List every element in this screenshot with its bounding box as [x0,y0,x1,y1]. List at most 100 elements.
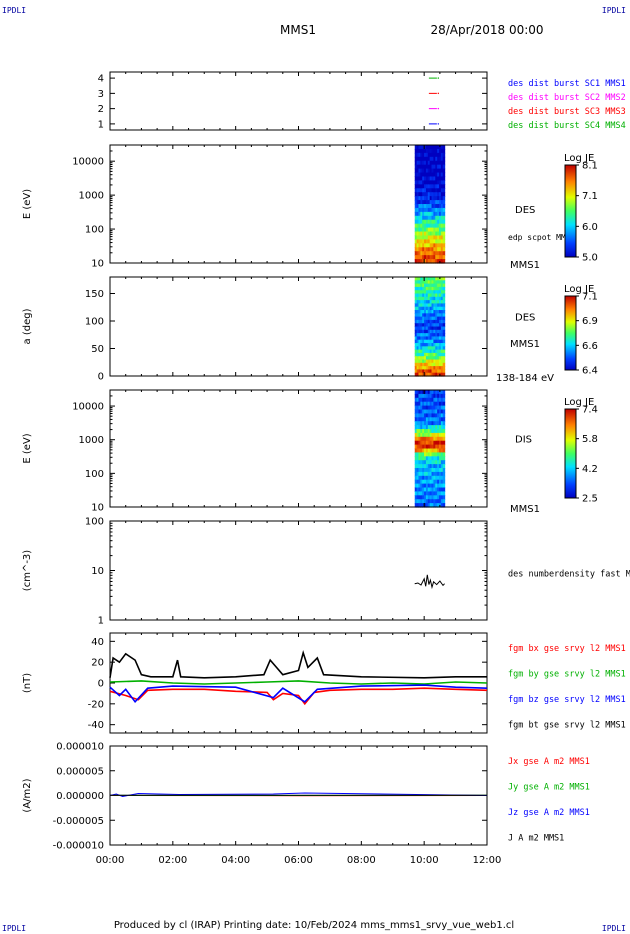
heatmap-cell [424,196,427,201]
heatmap-cell [414,152,418,158]
heatmap-cell [427,277,431,281]
heatmap-cell [427,479,431,485]
heatmap-cell [431,152,434,158]
heatmap-cell [435,211,438,217]
heatmap-cell [440,196,444,201]
heatmap-cell [437,313,440,318]
heatmap-cell [433,475,436,481]
heatmap-cell [414,409,418,414]
colorbar-tick-label: 5.0 [582,253,598,264]
heatmap-cell [425,487,429,492]
heatmap-cell [431,255,434,260]
heatmap-cell [420,479,423,485]
heatmap-cell [435,152,438,158]
heatmap-cell [424,296,427,301]
heatmap-cell [422,306,425,311]
heatmap-cell [442,491,446,496]
heatmap-cell [424,372,427,377]
heatmap-cell [442,329,446,334]
heatmap-cell [442,456,446,461]
series-line-bt [109,649,487,679]
heatmap-cell [422,346,425,351]
heatmap-cell [438,444,442,450]
heatmap-cell [435,413,438,418]
heatmap-cell [437,436,440,442]
heatmap-cell [431,251,434,256]
heatmap-cell [414,251,418,256]
heatmap-cell [442,160,446,166]
heatmap-cell [427,255,431,260]
heatmap-cell [420,251,423,256]
heatmap-cell [414,401,418,407]
heatmap-cell [429,487,433,492]
heatmap-cell [427,326,431,331]
heatmap-cell [425,390,429,395]
heatmap-cell [431,495,434,500]
heatmap-cell [420,366,423,370]
heatmap-cell [440,215,444,221]
heatmap-cell [418,329,421,334]
heatmap-cell [418,172,421,178]
heatmap-cell [429,475,433,481]
heatmap-cell [414,300,418,304]
heatmap-cell [424,293,427,298]
heatmap-cell [429,180,433,185]
heatmap-cell [424,464,427,469]
colorbar-tick-label: 7.1 [582,292,598,303]
heatmap-cell [425,188,429,193]
heatmap-cell [440,444,444,450]
heatmap-cell [433,329,436,334]
heatmap-cell [435,164,438,170]
heatmap-cell [420,286,423,291]
heatmap-cell [422,227,425,233]
heatmap-cell [425,429,429,434]
heatmap-cell [427,204,431,209]
heatmap-cell [427,495,431,500]
heatmap-cell [433,303,436,308]
heatmap-cell [414,397,418,403]
heatmap-cell [437,475,440,481]
heatmap-cell [424,300,427,304]
heatmap-cell [424,215,427,221]
heatmap-cell [422,460,425,465]
heatmap-cell [433,425,436,430]
heatmap-cell [433,280,436,285]
heatmap-cell [414,405,418,411]
heatmap-cell [440,296,444,301]
heatmap-cell [422,231,425,237]
heatmap-cell [422,336,425,341]
heatmap-cell [418,313,421,318]
heatmap-cell [416,413,420,418]
heatmap-cell [440,346,444,351]
heatmap-cell [431,349,434,354]
heatmap-cell [427,356,431,361]
heatmap-cell [424,286,427,291]
heatmap-cell [424,409,427,414]
heatmap-cell [429,369,433,374]
heatmap-cell [435,239,438,244]
heatmap-cell [420,436,423,442]
heatmap-cell [422,180,425,185]
x-tick-label: 10:00 [410,855,439,866]
heatmap-cell [440,366,444,370]
heatmap-cell [425,329,429,334]
heatmap-cell [433,204,436,209]
heatmap-cell [418,475,421,481]
heatmap-cell [431,184,434,189]
footer-text: Produced by cl (IRAP) Printing date: 10/… [114,920,514,931]
heatmap-cell [424,200,427,205]
heatmap-cell [422,503,425,508]
colorbar-tick-label: 6.0 [582,222,598,233]
heatmap-cell [437,168,440,174]
heatmap-cell [435,372,438,377]
heatmap-cell [420,362,423,367]
heatmap-cell [418,401,421,407]
heatmap-cell [435,176,438,181]
heatmap-cell [438,215,442,221]
heatmap-cell [435,448,438,453]
heatmap-cell [418,293,421,298]
heatmap-cell [429,326,433,331]
heatmap-cell [440,359,444,364]
heatmap-cell [435,168,438,174]
